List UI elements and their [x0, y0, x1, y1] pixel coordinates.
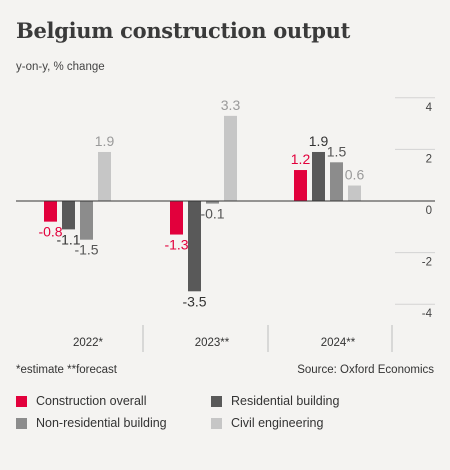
chart-title: Belgium construction output: [16, 18, 351, 43]
data-label: 3.3: [221, 97, 241, 113]
data-label: 1.5: [327, 143, 347, 159]
data-label: 1.9: [95, 133, 115, 149]
legend-swatch-residential-building: [211, 395, 222, 407]
y-tick-label: 0: [426, 205, 432, 217]
bar: [62, 201, 75, 230]
y-tick-label: -4: [422, 308, 433, 320]
bar: [348, 185, 361, 201]
legend-item-civil-engineering: Civil engineering: [211, 416, 323, 430]
legend-label: Civil engineering: [231, 416, 324, 430]
grid-layer: [395, 97, 435, 305]
x-category-label: 2022*: [73, 337, 104, 349]
data-label: -3.5: [182, 293, 206, 309]
bar: [170, 201, 183, 235]
bars-layer: [44, 115, 361, 292]
legend-swatch-non-residential-building: [16, 417, 27, 429]
y-tick-label: 4: [426, 102, 433, 114]
data-label: -0.8: [38, 224, 62, 240]
data-label: -1.1: [56, 231, 80, 247]
y-tick-label: 2: [426, 153, 432, 165]
legend-item-construction-overall: Construction overall: [16, 394, 146, 408]
bar: [80, 201, 93, 240]
bar: [224, 115, 237, 201]
footnote-estimate-forecast: *estimate **forecast: [16, 364, 117, 376]
source-note: Source: Oxford Economics: [297, 364, 434, 376]
legend-item-residential-building: Residential building: [211, 394, 339, 408]
axis-layer: 4 2 0 -2 -4 2022* 2023** 2024**: [16, 102, 435, 352]
data-label: 1.9: [309, 133, 329, 149]
data-label: -0.1: [200, 206, 224, 222]
legend-swatch-civil-engineering: [211, 417, 222, 429]
x-category-label: 2023**: [195, 337, 230, 349]
bar: [188, 201, 201, 292]
labels-layer: -0.8-1.31.2-1.1-3.51.9-1.5-0.11.51.93.30…: [38, 97, 364, 309]
data-label: 1.2: [291, 151, 311, 167]
data-label: 0.6: [345, 167, 365, 183]
data-label: -1.5: [74, 242, 98, 258]
y-tick-label: -2: [422, 257, 432, 269]
data-label: -1.3: [164, 237, 188, 253]
bar: [44, 201, 57, 222]
bar: [312, 151, 325, 201]
bar: [330, 162, 343, 201]
legend-label: Non-residential building: [36, 416, 167, 430]
bar: [294, 170, 307, 201]
chart-subtitle: y-on-y, % change: [16, 61, 105, 73]
x-category-label: 2024**: [321, 337, 356, 349]
legend-swatch-construction-overall: [16, 395, 27, 407]
bar: [98, 151, 111, 201]
bar: [206, 201, 219, 204]
legend-label: Residential building: [231, 394, 340, 408]
legend-label: Construction overall: [36, 394, 147, 408]
legend-item-non-residential-building: Non-residential building: [16, 416, 167, 430]
